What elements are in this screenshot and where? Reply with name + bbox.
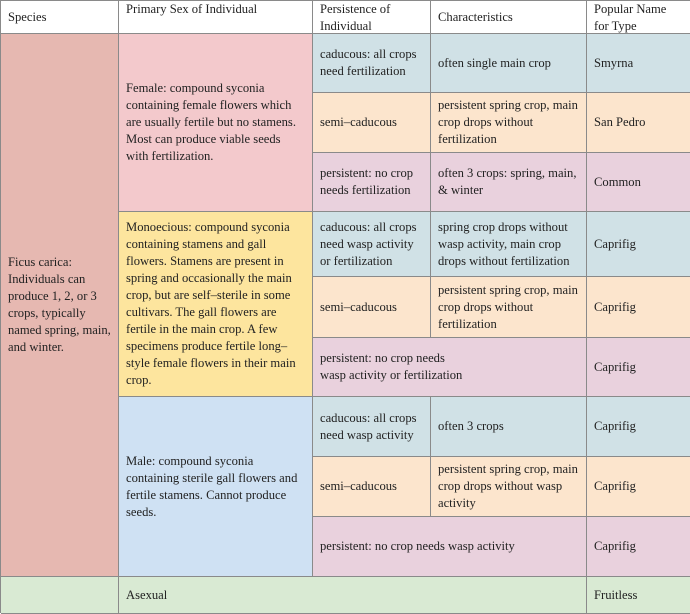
species-cell: Ficus carica: Individuals can produce 1,… [1,34,119,577]
monoecious-semi-characteristics: persistent spring crop, main crop drops … [431,277,587,338]
female-caducous-name: Smyrna [587,34,690,93]
header-characteristics: Characteristics [431,1,587,34]
monoecious-caducous-characteristics: spring crop drops without wasp activity,… [431,212,587,277]
female-persistent-persistence: persistent: no crop needs fertilization [313,153,431,212]
monoecious-persistent-name: Caprifig [587,338,690,397]
female-semi-name: San Pedro [587,93,690,153]
monoecious-caducous-name: Caprifig [587,212,690,277]
female-semi-characteristics: persistent spring crop, main crop drops … [431,93,587,153]
female-persistent-name: Common [587,153,690,212]
header-popular-name: Popular Name for Type [587,1,690,34]
male-semi-name: Caprifig [587,457,690,517]
female-semi-persistence: semi–caducous [313,93,431,153]
male-sex-cell: Male: compound syconia containing steril… [119,397,313,577]
asexual-sex-cell: Asexual [119,577,587,614]
male-semi-persistence: semi–caducous [313,457,431,517]
female-sex-cell: Female: compound syconia containing fema… [119,34,313,212]
monoecious-sex-cell: Monoecious: compound syconia containing … [119,212,313,397]
monoecious-persistent-persistence: persistent: no crop needs wasp activity … [313,338,587,397]
monoecious-semi-persistence: semi–caducous [313,277,431,338]
header-species: Species [1,1,119,34]
male-caducous-persistence: caducous: all crops need wasp activity [313,397,431,457]
female-caducous-persistence: caducous: all crops need fertilization [313,34,431,93]
monoecious-caducous-persistence: caducous: all crops need wasp activity o… [313,212,431,277]
header-primary-sex: Primary Sex of Individual [119,1,313,34]
female-caducous-characteristics: often single main crop [431,34,587,93]
monoecious-semi-name: Caprifig [587,277,690,338]
asexual-name: Fruitless [587,577,690,614]
male-semi-characteristics: persistent spring crop, main crop drops … [431,457,587,517]
male-persistent-persistence: persistent: no crop needs wasp activity [313,517,587,577]
female-persistent-characteristics: often 3 crops: spring, main, & winter [431,153,587,212]
male-caducous-characteristics: often 3 crops [431,397,587,457]
header-persistence: Persistence of Individual [313,1,431,34]
male-persistent-name: Caprifig [587,517,690,577]
male-caducous-name: Caprifig [587,397,690,457]
asexual-species-blank [1,577,119,614]
